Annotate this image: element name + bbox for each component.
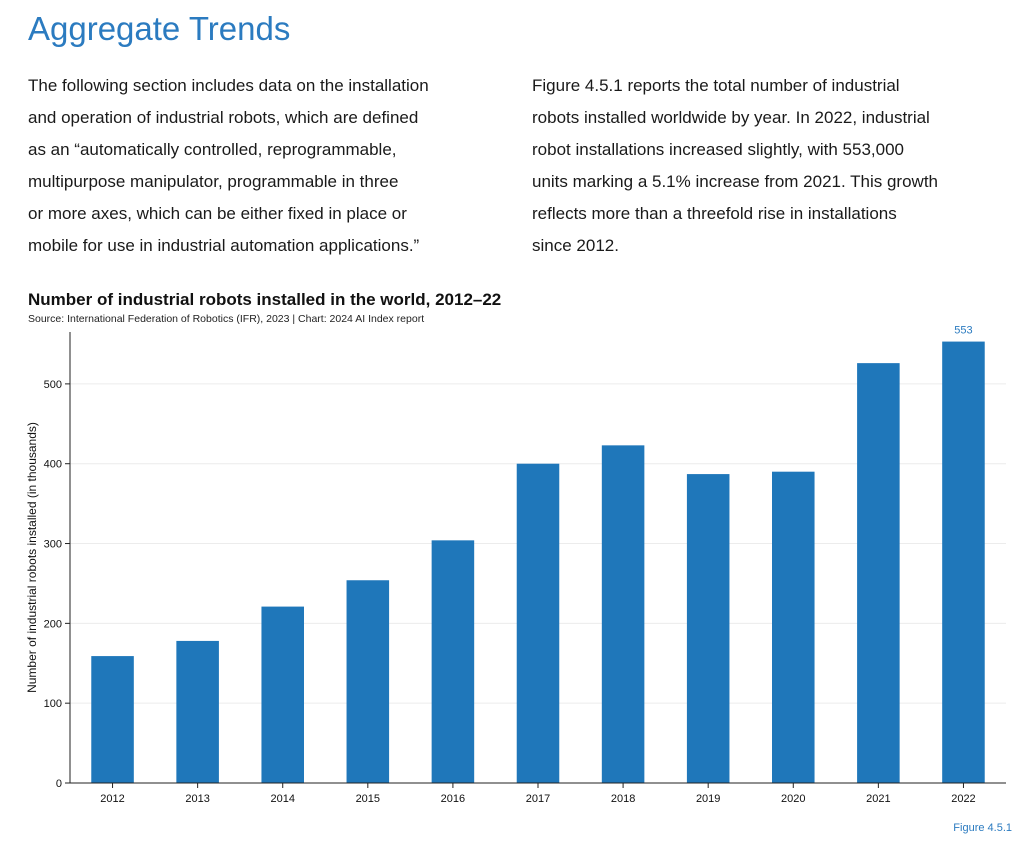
bar-2020 (772, 471, 815, 783)
x-tick-label: 2015 (356, 793, 380, 805)
text-line: robot installations increased slightly, … (532, 140, 905, 159)
x-tick-label: 2020 (781, 793, 805, 805)
text-line: multipurpose manipulator, programmable i… (28, 172, 399, 191)
intro-paragraph-right: Figure 4.5.1 reports the total number of… (532, 70, 938, 262)
x-tick-label: 2022 (951, 793, 975, 805)
y-tick-label: 500 (44, 379, 62, 391)
bar-2017 (516, 463, 560, 783)
x-tick-label: 2017 (526, 793, 550, 805)
x-tick-label: 2019 (696, 793, 720, 805)
bar-2013 (176, 640, 219, 783)
bar-2012 (91, 656, 134, 783)
bar-2021 (857, 363, 900, 783)
bar-2015 (346, 580, 390, 783)
data-label: 553 (954, 325, 972, 337)
x-tick-label: 2018 (611, 793, 635, 805)
bar-2018 (601, 445, 645, 783)
x-tick-label: 2013 (185, 793, 209, 805)
chart-subtitle: Source: International Federation of Robo… (28, 313, 425, 325)
x-tick-label: 2021 (866, 793, 890, 805)
text-line: since 2012. (532, 236, 619, 255)
y-tick-label: 0 (56, 778, 62, 790)
text-line: and operation of industrial robots, whic… (28, 108, 419, 127)
y-tick-label: 100 (44, 698, 62, 710)
y-tick-label: 200 (44, 618, 62, 630)
bar-2014 (261, 606, 304, 783)
text-line: or more axes, which can be either fixed … (28, 204, 407, 223)
bar-2016 (431, 540, 475, 783)
intro-paragraph-left: The following section includes data on t… (28, 70, 429, 262)
bar-2022 (942, 341, 985, 783)
y-tick-label: 300 (44, 539, 62, 551)
section-heading: Aggregate Trends (28, 10, 291, 47)
text-line: The following section includes data on t… (28, 76, 429, 95)
x-tick-label: 2014 (270, 793, 294, 805)
x-tick-label: 2012 (100, 793, 124, 805)
figure-label: Figure 4.5.1 (953, 822, 1012, 834)
text-line: mobile for use in industrial automation … (28, 236, 420, 255)
y-tick-label: 400 (44, 459, 62, 471)
text-line: reflects more than a threefold rise in i… (532, 204, 897, 223)
bar-2019 (686, 474, 730, 783)
y-axis-label: Number of industrial robots installed (i… (25, 422, 39, 693)
x-tick-label: 2016 (441, 793, 465, 805)
text-line: robots installed worldwide by year. In 2… (532, 108, 930, 127)
chart-title: Number of industrial robots installed in… (28, 290, 502, 309)
text-line: Figure 4.5.1 reports the total number of… (532, 76, 900, 95)
text-line: units marking a 5.1% increase from 2021.… (532, 172, 938, 191)
text-line: as an “automatically controlled, reprogr… (28, 140, 397, 159)
